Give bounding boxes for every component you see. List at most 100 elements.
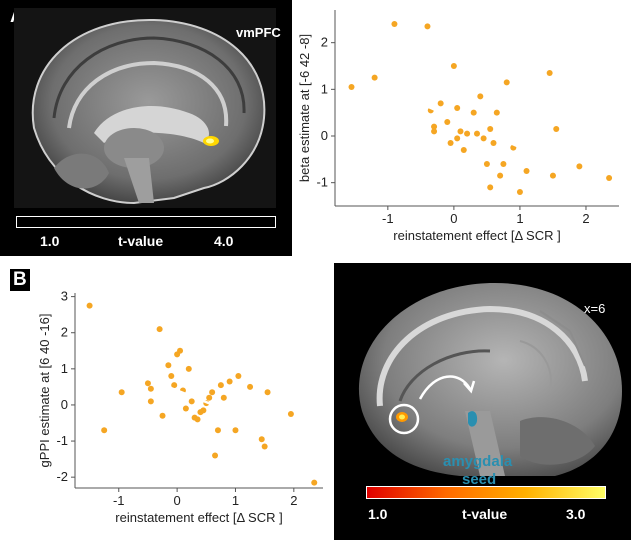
scatter-a-xtick-label: 2 bbox=[582, 211, 589, 226]
scatter-a-point bbox=[487, 126, 494, 132]
brain-sagittal-a bbox=[14, 8, 276, 208]
scatter-b-point bbox=[168, 373, 175, 380]
scatter-a-point bbox=[523, 168, 530, 174]
scatter-b-ylabel: gPPI estimate at [6 40 -16] bbox=[37, 314, 52, 468]
scatter-a-point bbox=[464, 130, 471, 137]
scatter-b-point bbox=[214, 427, 221, 434]
scatter-b-point bbox=[147, 398, 154, 405]
scatter-b-xtick-label: -1 bbox=[113, 493, 125, 508]
scatter-a-ytick-label: 0 bbox=[321, 128, 328, 143]
scatter-a-point bbox=[576, 163, 583, 170]
scatter-b-point bbox=[86, 302, 93, 309]
colorbar-b bbox=[366, 486, 606, 499]
scatter-a-point bbox=[493, 109, 500, 116]
scatter-a-xtick-label: -1 bbox=[382, 211, 394, 226]
scatter-a-point bbox=[500, 161, 507, 167]
colorbar-a-max: 4.0 bbox=[214, 233, 234, 249]
scatter-a-point bbox=[424, 23, 431, 30]
scatter-a-point bbox=[450, 63, 457, 69]
amygdala-seed-shape bbox=[468, 411, 478, 427]
scatter-plot-a: -1 0 1 2 -1 0 1 2 reinstatement effect [Δ SCR ] b… bbox=[297, 10, 619, 243]
scatter-a-point bbox=[553, 126, 560, 132]
scatter-a-ytick-label: 1 bbox=[321, 81, 328, 96]
scatter-a-point bbox=[497, 172, 504, 179]
scatter-b-point bbox=[220, 394, 227, 401]
scatter-a-point bbox=[348, 84, 355, 90]
scatter-a-point bbox=[371, 74, 378, 81]
scatter-b-ytick-label: 3 bbox=[61, 289, 68, 304]
scatter-a-point bbox=[431, 128, 438, 135]
scatter-a-point bbox=[483, 161, 490, 167]
scatter-b-point bbox=[311, 479, 318, 486]
panel-letter-b-overlay: B bbox=[10, 269, 30, 291]
scatter-b-ytick-label: 2 bbox=[61, 325, 68, 340]
scatter-b-point bbox=[209, 389, 216, 396]
panel-b: B -2 -1 0 1 2 3 -1 0 1 2 reinstatement effect [Δ S… bbox=[0, 263, 631, 540]
scatter-a-xtick-label: 1 bbox=[516, 211, 523, 226]
scatter-b-xtick-label: 0 bbox=[174, 493, 181, 508]
scatter-b-point bbox=[156, 326, 163, 333]
scatter-a-point bbox=[454, 105, 461, 111]
scatter-a-point bbox=[546, 70, 553, 76]
scatter-a-point bbox=[391, 21, 398, 27]
roi-circle bbox=[388, 403, 420, 435]
scatter-a-point bbox=[447, 140, 454, 146]
scatter-b-point bbox=[165, 362, 172, 369]
scatter-b-point bbox=[212, 452, 219, 459]
scatter-b-point bbox=[188, 398, 195, 405]
scatter-b-point bbox=[261, 443, 268, 450]
scatter-b-point bbox=[144, 380, 151, 387]
colorbar-a bbox=[16, 216, 276, 228]
scatter-a-container: -1 0 1 2 -1 0 1 2 reinstatement effect [Δ SCR ] b… bbox=[292, 0, 631, 256]
seed-label-line1: amygdala bbox=[443, 453, 513, 470]
scatter-b-point bbox=[200, 407, 207, 414]
scatter-b-container: -2 -1 0 1 2 3 -1 0 1 2 reinstatement effect [Δ SCR… bbox=[0, 263, 334, 540]
scatter-b-point bbox=[171, 382, 178, 389]
scatter-a-ytick-label: -1 bbox=[316, 175, 328, 190]
scatter-b-point bbox=[217, 382, 224, 389]
scatter-a-point bbox=[470, 109, 477, 116]
scatter-b-point bbox=[258, 436, 265, 443]
colorbar-b-min: 1.0 bbox=[368, 506, 388, 522]
scatter-a-point bbox=[444, 119, 451, 125]
scatter-b-point bbox=[101, 427, 108, 434]
scatter-a-point bbox=[454, 135, 461, 142]
scatter-b-ytick-label: -1 bbox=[56, 433, 68, 448]
scatter-a-point bbox=[503, 79, 510, 86]
slice-label: x=6 bbox=[584, 301, 606, 316]
scatter-a-point bbox=[474, 130, 480, 137]
scatter-a-ylabel: beta estimate at [-6 42 -8] bbox=[297, 34, 312, 182]
scatter-b-point bbox=[264, 389, 271, 396]
scatter-a-point bbox=[480, 135, 487, 142]
seed-label-line2: seed bbox=[462, 471, 497, 488]
region-label-vmpfc: vmPFC bbox=[236, 25, 281, 40]
scatter-b-point bbox=[232, 427, 239, 434]
scatter-a-xlabel: reinstatement effect [Δ SCR ] bbox=[393, 228, 560, 243]
scatter-b-point bbox=[194, 416, 201, 423]
scatter-a-fit-line bbox=[347, 70, 607, 187]
colorbar-b-title: t-value bbox=[462, 506, 508, 522]
scatter-a-point bbox=[457, 128, 464, 135]
scatter-b-point bbox=[185, 365, 192, 372]
scatter-a-point bbox=[477, 93, 484, 100]
scatter-b-point bbox=[247, 383, 254, 390]
scatter-b-point bbox=[235, 373, 242, 380]
scatter-a-ytick-label: 2 bbox=[321, 35, 328, 50]
scatter-b-xtick-label: 2 bbox=[290, 493, 297, 508]
scatter-a-point bbox=[516, 189, 523, 195]
scatter-b-point bbox=[182, 405, 189, 412]
brain-3d-b bbox=[358, 282, 622, 476]
scatter-b-ytick-label: 1 bbox=[61, 361, 68, 376]
scatter-a-point bbox=[487, 184, 494, 191]
scatter-b-point bbox=[287, 410, 294, 417]
scatter-b-point bbox=[147, 385, 154, 392]
scatter-b-point bbox=[159, 412, 166, 419]
scatter-a-point bbox=[460, 147, 467, 153]
scatter-b-xlabel: reinstatement effect [Δ SCR ] bbox=[115, 510, 282, 525]
scatter-b-point bbox=[118, 389, 125, 396]
scatter-b-ytick-label: 0 bbox=[61, 397, 68, 412]
scatter-b-xtick-label: 1 bbox=[232, 493, 239, 508]
scatter-a-point bbox=[606, 175, 613, 181]
scatter-b-fit-line bbox=[86, 353, 309, 445]
scatter-a-xtick-label: 0 bbox=[450, 211, 457, 226]
